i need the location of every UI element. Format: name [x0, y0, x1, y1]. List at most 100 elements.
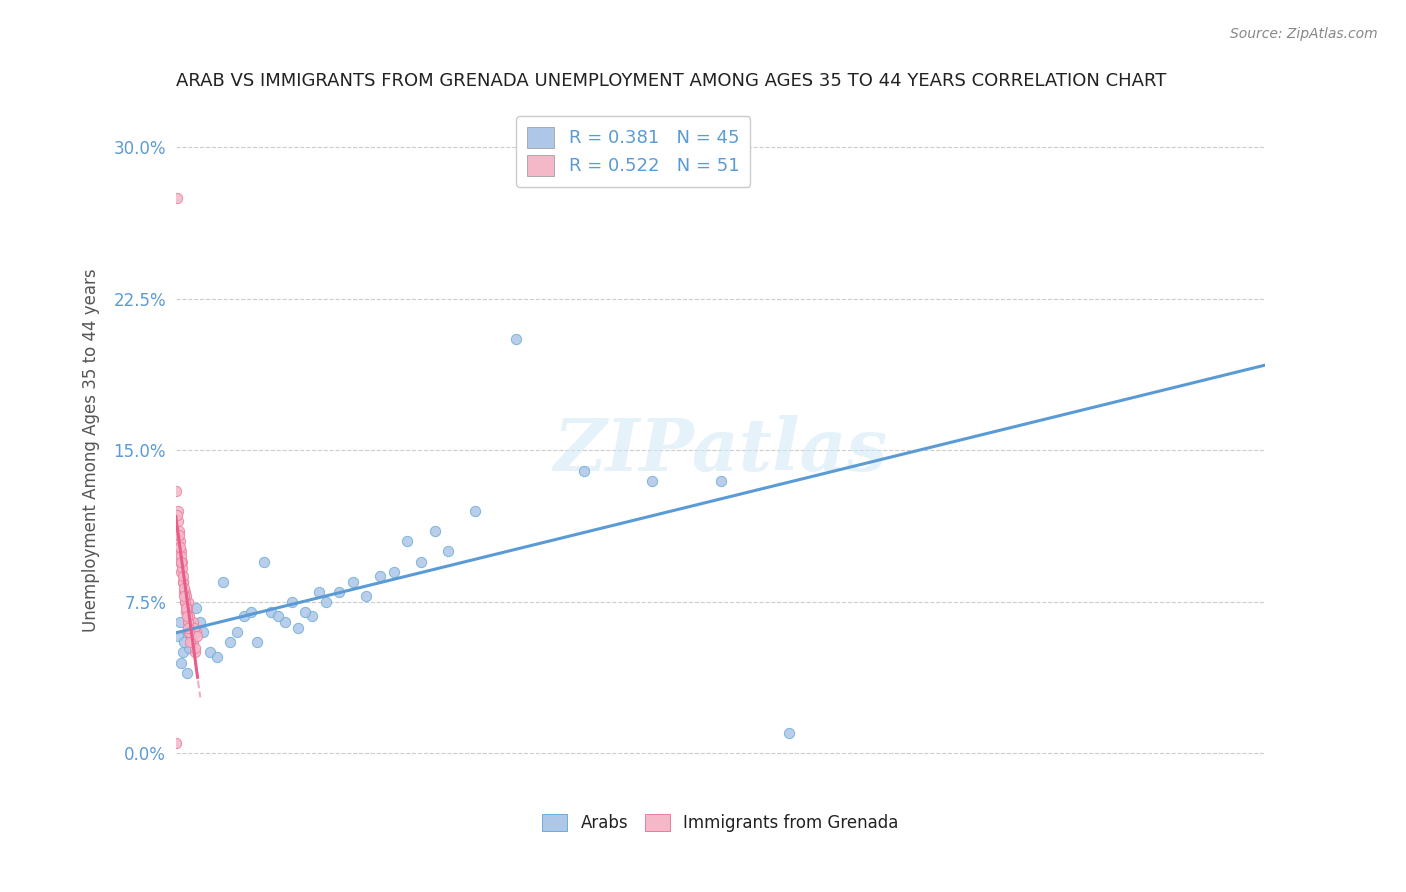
Point [232, 609, 254, 624]
Point [173, 581, 195, 595]
Point [169, 544, 191, 558]
Point [239, 605, 262, 619]
Point [179, 615, 201, 630]
Point [368, 568, 391, 582]
Point [174, 595, 197, 609]
Point [176, 665, 198, 680]
Point [173, 635, 195, 649]
Point [181, 635, 204, 649]
Point [253, 555, 276, 569]
Point [260, 605, 283, 619]
Point [184, 641, 207, 656]
Point [198, 645, 221, 659]
Point [170, 565, 193, 579]
Point [382, 565, 405, 579]
Point [166, 191, 188, 205]
Point [186, 625, 208, 640]
Point [169, 615, 191, 630]
Point [165, 483, 187, 498]
Point [170, 549, 193, 563]
Point [287, 621, 309, 635]
Point [173, 585, 195, 599]
Point [280, 595, 302, 609]
Point [342, 574, 364, 589]
Point [173, 589, 195, 603]
Legend: Arabs, Immigrants from Grenada: Arabs, Immigrants from Grenada [534, 805, 907, 840]
Point [180, 625, 202, 640]
Point [423, 524, 446, 539]
Point [167, 524, 190, 539]
Text: Source: ZipAtlas.com: Source: ZipAtlas.com [1230, 27, 1378, 41]
Point [191, 625, 214, 640]
Point [574, 464, 596, 478]
Point [177, 595, 200, 609]
Y-axis label: Unemployment Among Ages 35 to 44 years: Unemployment Among Ages 35 to 44 years [82, 268, 100, 632]
Point [181, 635, 204, 649]
Text: ZIPatlas: ZIPatlas [554, 415, 887, 486]
Point [356, 589, 378, 603]
Point [176, 609, 198, 624]
Point [170, 656, 193, 670]
Point [710, 474, 733, 488]
Point [315, 595, 337, 609]
Point [169, 555, 191, 569]
Point [186, 601, 208, 615]
Point [294, 605, 316, 619]
Point [308, 585, 330, 599]
Point [177, 609, 200, 624]
Text: ARAB VS IMMIGRANTS FROM GRENADA UNEMPLOYMENT AMONG AGES 35 TO 44 YEARS CORRELATI: ARAB VS IMMIGRANTS FROM GRENADA UNEMPLOY… [176, 72, 1166, 90]
Point [188, 615, 211, 630]
Point [205, 649, 228, 664]
Point [184, 645, 207, 659]
Point [179, 621, 201, 635]
Point [169, 541, 191, 555]
Point [212, 574, 235, 589]
Point [165, 736, 187, 750]
Point [166, 508, 188, 522]
Point [174, 601, 197, 615]
Point [176, 605, 198, 619]
Point [409, 555, 432, 569]
Point [167, 528, 190, 542]
Point [177, 625, 200, 640]
Point [464, 504, 486, 518]
Point [186, 629, 208, 643]
Point [179, 641, 201, 656]
Point [176, 605, 198, 619]
Point [274, 615, 297, 630]
Point [328, 585, 350, 599]
Point [173, 585, 195, 599]
Point [172, 574, 194, 589]
Point [170, 555, 193, 569]
Point [174, 595, 197, 609]
Point [641, 474, 664, 488]
Point [181, 635, 204, 649]
Point [778, 726, 800, 740]
Point [172, 560, 194, 574]
Point [267, 609, 290, 624]
Point [176, 601, 198, 615]
Point [172, 568, 194, 582]
Point [437, 544, 460, 558]
Point [170, 555, 193, 569]
Point [246, 635, 269, 649]
Point [169, 534, 191, 549]
Point [301, 609, 323, 624]
Point [177, 615, 200, 630]
Point [177, 621, 200, 635]
Point [219, 635, 242, 649]
Point [174, 589, 197, 603]
Point [179, 635, 201, 649]
Point [166, 504, 188, 518]
Point [167, 514, 190, 528]
Point [177, 625, 200, 640]
Point [183, 615, 205, 630]
Point [226, 625, 249, 640]
Point [505, 332, 527, 346]
Point [172, 574, 194, 589]
Point [167, 629, 190, 643]
Point [172, 645, 194, 659]
Point [396, 534, 419, 549]
Point [183, 621, 205, 635]
Point [180, 629, 202, 643]
